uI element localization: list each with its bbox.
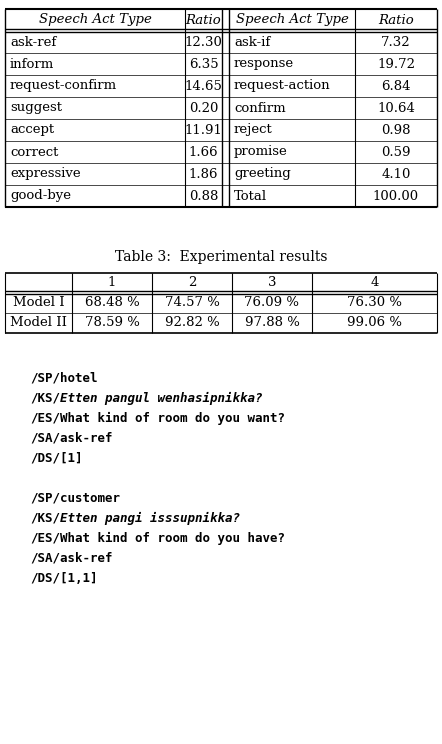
Text: /SA/ask-ref: /SA/ask-ref [30,551,113,565]
Text: 6.84: 6.84 [381,80,411,92]
Text: 1.86: 1.86 [189,167,218,181]
Text: Table 3:  Experimental results: Table 3: Experimental results [115,250,327,264]
Text: 3: 3 [268,277,276,289]
Text: request-confirm: request-confirm [10,80,117,92]
Text: /DS/[1,1]: /DS/[1,1] [30,571,98,585]
Text: 76.09 %: 76.09 % [244,297,300,310]
Text: 99.06 %: 99.06 % [347,316,402,330]
Text: What kind of room do you want?: What kind of room do you want? [60,411,285,425]
Text: 100.00: 100.00 [373,190,419,202]
Text: What kind of room do you have?: What kind of room do you have? [60,531,285,545]
Text: 74.57 %: 74.57 % [164,297,219,310]
Text: 0.88: 0.88 [189,190,218,202]
Text: expressive: expressive [10,167,80,181]
Text: ask-ref: ask-ref [10,36,56,48]
Text: correct: correct [10,146,58,158]
Text: 76.30 %: 76.30 % [347,297,402,310]
Text: Model II: Model II [10,316,67,330]
Text: accept: accept [10,124,54,136]
Text: 4.10: 4.10 [381,167,411,181]
Text: suggest: suggest [10,101,62,115]
Text: /SP/hotel: /SP/hotel [30,371,98,385]
Text: good-bye: good-bye [10,190,71,202]
Text: 11.91: 11.91 [185,124,222,136]
Text: Speech Act Type: Speech Act Type [236,13,348,27]
Text: 68.48 %: 68.48 % [84,297,139,310]
Text: /KS/: /KS/ [30,512,60,525]
Text: 0.20: 0.20 [189,101,218,115]
Text: 14.65: 14.65 [185,80,222,92]
Text: Speech Act Type: Speech Act Type [38,13,152,27]
Text: 0.59: 0.59 [381,146,411,158]
Text: 1: 1 [108,277,116,289]
Text: greeting: greeting [234,167,291,181]
Text: Ratio: Ratio [186,13,221,27]
Text: 19.72: 19.72 [377,57,415,71]
Text: inform: inform [10,57,54,71]
Text: 10.64: 10.64 [377,101,415,115]
Text: 6.35: 6.35 [189,57,218,71]
Text: confirm: confirm [234,101,286,115]
Text: 12.30: 12.30 [185,36,222,48]
Text: reject: reject [234,124,273,136]
Text: request-action: request-action [234,80,331,92]
Text: Total: Total [234,190,267,202]
Text: 0.98: 0.98 [381,124,411,136]
Text: /SA/ask-ref: /SA/ask-ref [30,432,113,444]
Text: 97.88 %: 97.88 % [244,316,299,330]
Text: 1.66: 1.66 [189,146,218,158]
Text: 4: 4 [370,277,379,289]
Text: 7.32: 7.32 [381,36,411,48]
Text: /ES/: /ES/ [30,411,60,425]
Text: promise: promise [234,146,288,158]
Text: Ratio: Ratio [378,13,414,27]
Text: 78.59 %: 78.59 % [84,316,139,330]
Text: Model I: Model I [13,297,65,310]
Text: 92.82 %: 92.82 % [164,316,219,330]
Text: /ES/: /ES/ [30,531,60,545]
Text: /SP/customer: /SP/customer [30,492,120,504]
Text: Etten pangul wenhasipnikka?: Etten pangul wenhasipnikka? [60,391,263,405]
Text: Etten pangi isssupnikka?: Etten pangi isssupnikka? [60,511,240,525]
Text: ask-if: ask-if [234,36,270,48]
Text: 2: 2 [188,277,196,289]
Text: /KS/: /KS/ [30,391,60,405]
Text: response: response [234,57,294,71]
Text: /DS/[1]: /DS/[1] [30,452,83,464]
